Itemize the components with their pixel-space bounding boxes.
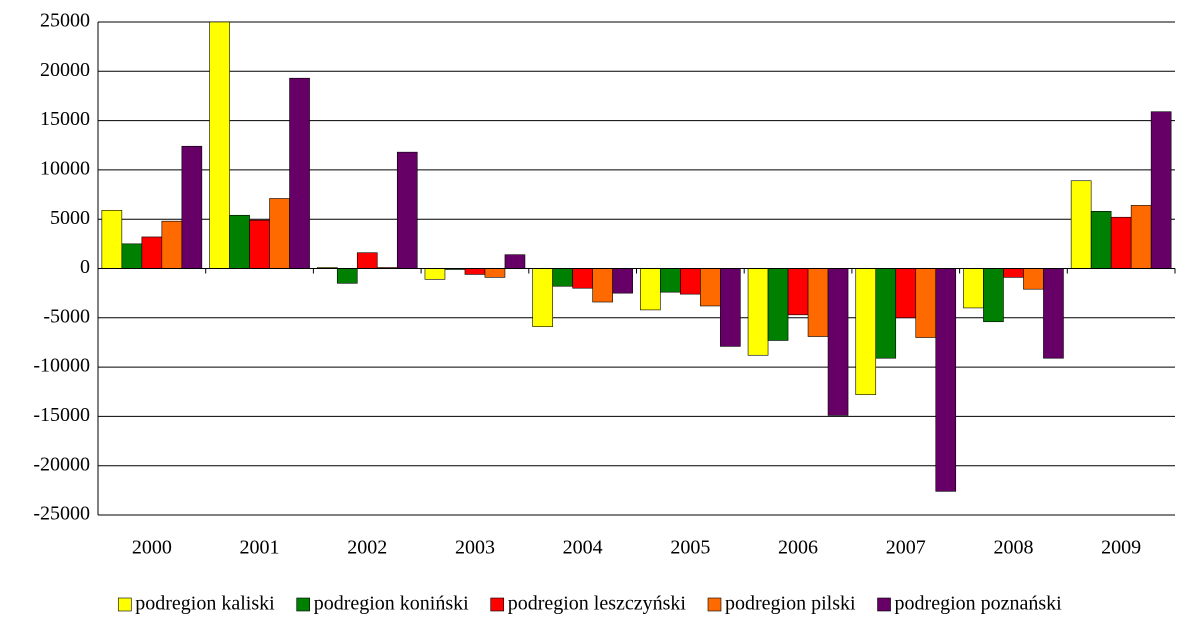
bar bbox=[356, 252, 378, 269]
bar bbox=[680, 268, 701, 295]
bar bbox=[504, 254, 526, 269]
bar bbox=[1090, 211, 1112, 269]
y-tick-label: 10000 bbox=[40, 157, 90, 179]
x-tick-label: 2009 bbox=[1101, 537, 1141, 559]
bar bbox=[855, 268, 877, 396]
bar bbox=[336, 268, 358, 284]
bar bbox=[289, 77, 310, 269]
bar bbox=[807, 268, 829, 337]
legend-swatch bbox=[296, 597, 311, 612]
bar bbox=[552, 268, 573, 287]
bar bbox=[963, 268, 984, 309]
y-tick-label: 20000 bbox=[40, 59, 90, 81]
x-tick-label: 2008 bbox=[993, 537, 1033, 559]
bar bbox=[229, 214, 250, 269]
bar bbox=[141, 236, 163, 269]
y-tick-label: 25000 bbox=[40, 10, 90, 32]
bar bbox=[572, 268, 593, 289]
bar bbox=[464, 268, 486, 275]
y-tick-label: -10000 bbox=[33, 355, 90, 377]
bar bbox=[269, 198, 290, 269]
x-tick-label: 2005 bbox=[670, 537, 710, 559]
legend-label: podregion poznański bbox=[895, 593, 1063, 615]
legend-swatch bbox=[707, 597, 722, 612]
legend-label: podregion pilski bbox=[725, 593, 856, 615]
bar bbox=[1150, 111, 1172, 269]
bar bbox=[895, 268, 917, 319]
y-tick-label: -20000 bbox=[33, 453, 90, 475]
bar bbox=[612, 268, 633, 294]
bar bbox=[1023, 268, 1044, 290]
x-tick-label: 2001 bbox=[240, 537, 280, 559]
y-tick-label: 0 bbox=[80, 256, 90, 278]
bar bbox=[720, 268, 741, 347]
legend-label: podregion kaliski bbox=[135, 593, 275, 615]
bar bbox=[787, 268, 809, 316]
y-tick-label: 5000 bbox=[50, 207, 90, 229]
bar bbox=[1110, 216, 1132, 269]
bar bbox=[249, 219, 270, 269]
x-tick-label: 2004 bbox=[563, 537, 603, 559]
bar bbox=[935, 268, 957, 492]
bar bbox=[875, 268, 897, 359]
bar bbox=[700, 268, 721, 307]
legend-label: podregion koniński bbox=[314, 593, 469, 615]
bar bbox=[161, 220, 183, 269]
bar bbox=[396, 151, 418, 269]
x-tick-label: 2003 bbox=[455, 537, 495, 559]
x-tick-label: 2000 bbox=[132, 537, 172, 559]
y-tick-label: 15000 bbox=[40, 108, 90, 130]
y-tick-label: -25000 bbox=[33, 503, 90, 525]
y-tick-label: -15000 bbox=[33, 404, 90, 426]
bar bbox=[1043, 268, 1064, 359]
bar bbox=[983, 268, 1004, 323]
legend-swatch bbox=[117, 597, 132, 612]
x-tick-label: 2002 bbox=[347, 537, 387, 559]
bar bbox=[101, 210, 123, 269]
bar bbox=[181, 145, 203, 269]
bar bbox=[1003, 268, 1024, 278]
bar bbox=[121, 243, 143, 269]
bar bbox=[484, 268, 506, 278]
bar bbox=[827, 268, 849, 416]
bar bbox=[592, 268, 613, 303]
x-tick-label: 2006 bbox=[778, 537, 818, 559]
bar bbox=[532, 268, 553, 327]
bar bbox=[209, 21, 230, 269]
legend-label: podregion leszczyński bbox=[508, 593, 687, 615]
bar bbox=[1070, 180, 1092, 269]
x-tick-label: 2007 bbox=[886, 537, 926, 559]
bar bbox=[660, 268, 681, 293]
bar bbox=[1130, 205, 1152, 269]
bar bbox=[640, 268, 661, 311]
legend-swatch bbox=[490, 597, 505, 612]
bar bbox=[915, 268, 937, 338]
bar bbox=[767, 268, 789, 341]
bar bbox=[747, 268, 769, 356]
bar bbox=[424, 268, 446, 280]
y-tick-label: -5000 bbox=[43, 305, 90, 327]
legend-swatch bbox=[877, 597, 891, 612]
